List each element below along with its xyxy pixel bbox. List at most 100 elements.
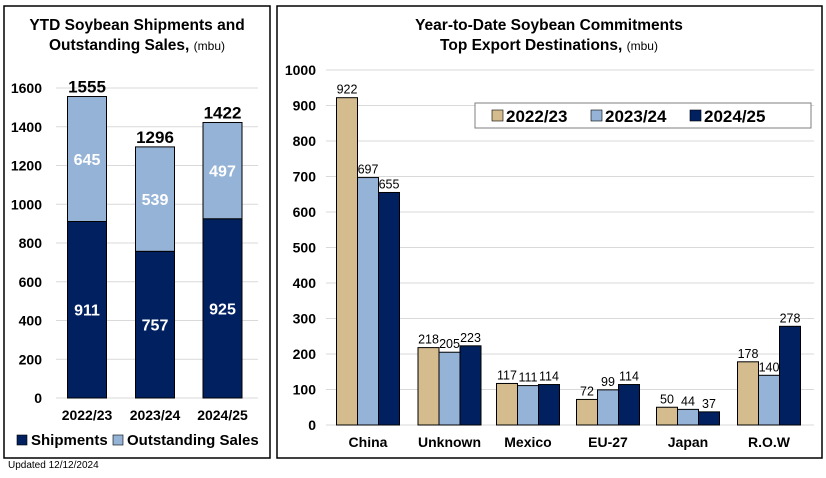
data-label-2024-25: 278 — [780, 311, 801, 325]
right-x-category-label: Unknown — [418, 434, 481, 450]
bar-2022-23 — [656, 406, 678, 426]
data-label-2022-23: 50 — [660, 392, 674, 406]
bar-shipments — [202, 218, 243, 399]
right-chart-unit: (mbu) — [627, 39, 658, 53]
bar-2023-24 — [517, 385, 539, 426]
bar-2022-23 — [336, 97, 358, 426]
legend-label-shipments: Shipments — [31, 432, 108, 449]
data-label-total: 1555 — [68, 78, 106, 97]
data-label-2024-25: 114 — [539, 370, 559, 384]
data-label-outstanding-sales: 539 — [142, 192, 169, 209]
right-chart-x-axis: China Unknown Mexico EU-27 Japan R.O.W — [349, 434, 791, 450]
bar-2022-23 — [576, 398, 598, 426]
data-label-outstanding-sales: 497 — [209, 164, 236, 181]
bar-2024-25 — [698, 411, 720, 426]
right-y-tick-label: 1000 — [285, 62, 316, 78]
legend-swatch-shipments — [16, 434, 28, 446]
data-label-2023-24: 697 — [358, 163, 379, 177]
bar-2024-25 — [459, 345, 482, 426]
left-y-tick-label: 800 — [19, 235, 43, 251]
data-label-2022-23: 178 — [738, 347, 759, 361]
data-label-2023-24: 140 — [759, 360, 780, 374]
legend-label-outstanding-sales: Outstanding Sales — [127, 432, 259, 449]
data-label-2022-23: 218 — [418, 333, 439, 347]
left-y-tick-label: 200 — [19, 351, 43, 367]
data-label-2024-25: 223 — [460, 331, 481, 345]
data-label-2023-24: 44 — [681, 394, 695, 408]
bar-shipments — [67, 220, 107, 399]
legend-label-2023-24: 2023/24 — [605, 107, 667, 126]
data-label-shipments: 757 — [142, 318, 169, 335]
right-y-tick-label: 400 — [293, 275, 317, 291]
right-y-tick-label: 900 — [293, 98, 317, 114]
left-y-tick-label: 0 — [34, 390, 42, 406]
left-x-category-label: 2022/23 — [62, 407, 113, 423]
left-y-tick-label: 400 — [19, 313, 43, 329]
legend-swatch-2022-23 — [491, 109, 504, 122]
bar-outstanding-sales — [135, 146, 175, 252]
bar-2024-25 — [618, 384, 640, 426]
left-chart-y-axis: 0 200 400 600 800 1000 1200 1400 1600 — [11, 80, 42, 406]
right-legend-box — [474, 102, 812, 129]
legend-swatch-outstanding-sales — [112, 434, 124, 446]
right-x-category-label: Mexico — [504, 434, 551, 450]
left-x-category-label: 2023/24 — [130, 407, 181, 423]
bar-2022-23 — [737, 361, 759, 426]
right-y-tick-label: 600 — [293, 204, 317, 220]
right-x-category-label: Japan — [668, 434, 708, 450]
data-label-2024-25: 37 — [702, 397, 716, 411]
legend-label-2022-23: 2022/23 — [506, 107, 567, 126]
data-label-2022-23: 72 — [580, 384, 594, 398]
data-label-shipments: 911 — [74, 303, 100, 320]
data-label-2024-25: 655 — [379, 177, 400, 191]
left-y-tick-label: 600 — [19, 274, 43, 290]
data-label-2024-25: 114 — [619, 370, 639, 384]
left-chart-title-line1: YTD Soybean Shipments and — [29, 17, 244, 34]
right-x-category-label: China — [349, 434, 388, 450]
bar-outstanding-sales — [67, 96, 107, 222]
bar-2023-24 — [677, 408, 699, 426]
right-y-tick-label: 300 — [293, 311, 317, 327]
bar-2022-23 — [496, 382, 518, 426]
right-y-tick-label: 200 — [293, 346, 317, 362]
legend-swatch-2023-24 — [590, 109, 603, 122]
right-x-category-label: R.O.W — [748, 434, 791, 450]
right-y-tick-label: 0 — [308, 417, 316, 433]
left-chart-bars: 911 645 1555 757 539 1296 925 497 1422 — [67, 78, 243, 399]
right-y-tick-label: 800 — [293, 133, 317, 149]
bar-2024-25 — [538, 384, 560, 426]
bar-shipments — [135, 250, 175, 399]
right-chart-title-line1: Year-to-Date Soybean Commitments — [415, 17, 683, 34]
right-chart-title-line2-text: Top Export Destinations, — [440, 37, 622, 54]
bar-outstanding-sales — [202, 121, 243, 220]
data-label-shipments: 925 — [209, 301, 236, 318]
bar-2023-24 — [758, 374, 780, 426]
left-y-tick-label: 1000 — [11, 196, 42, 212]
left-y-tick-label: 1400 — [11, 119, 42, 135]
right-chart-y-axis: 0 100 200 300 400 500 600 700 800 900 1000 — [285, 62, 316, 433]
right-chart-legend: 2022/23 2023/24 2024/25 — [474, 102, 812, 129]
left-y-tick-label: 1200 — [11, 158, 42, 174]
left-chart-x-axis: 2022/23 2023/24 2024/25 — [62, 407, 248, 423]
data-label-2023-24: 205 — [439, 337, 460, 351]
left-chart-title-line2: Outstanding Sales, (mbu) — [49, 37, 225, 54]
bar-2023-24 — [357, 177, 379, 426]
legend-label-2024-25: 2024/25 — [704, 107, 765, 126]
left-y-tick-label: 1600 — [11, 80, 42, 96]
right-y-tick-label: 100 — [293, 382, 317, 398]
data-label-2022-23: 117 — [497, 368, 517, 382]
right-y-tick-label: 700 — [293, 169, 317, 185]
data-label-2023-24: 99 — [601, 375, 615, 389]
bar-2023-24 — [597, 389, 619, 426]
data-label-total: 1422 — [204, 103, 242, 122]
bar-2023-24 — [438, 351, 461, 426]
data-label-outstanding-sales: 645 — [74, 152, 101, 169]
legend-swatch-2024-25 — [689, 109, 702, 122]
right-x-category-label: EU-27 — [588, 434, 628, 450]
right-y-tick-label: 500 — [293, 240, 317, 256]
bar-2022-23 — [417, 347, 440, 426]
left-chart-unit: (mbu) — [194, 39, 225, 53]
right-chart-title-line2: Top Export Destinations, (mbu) — [440, 37, 658, 54]
